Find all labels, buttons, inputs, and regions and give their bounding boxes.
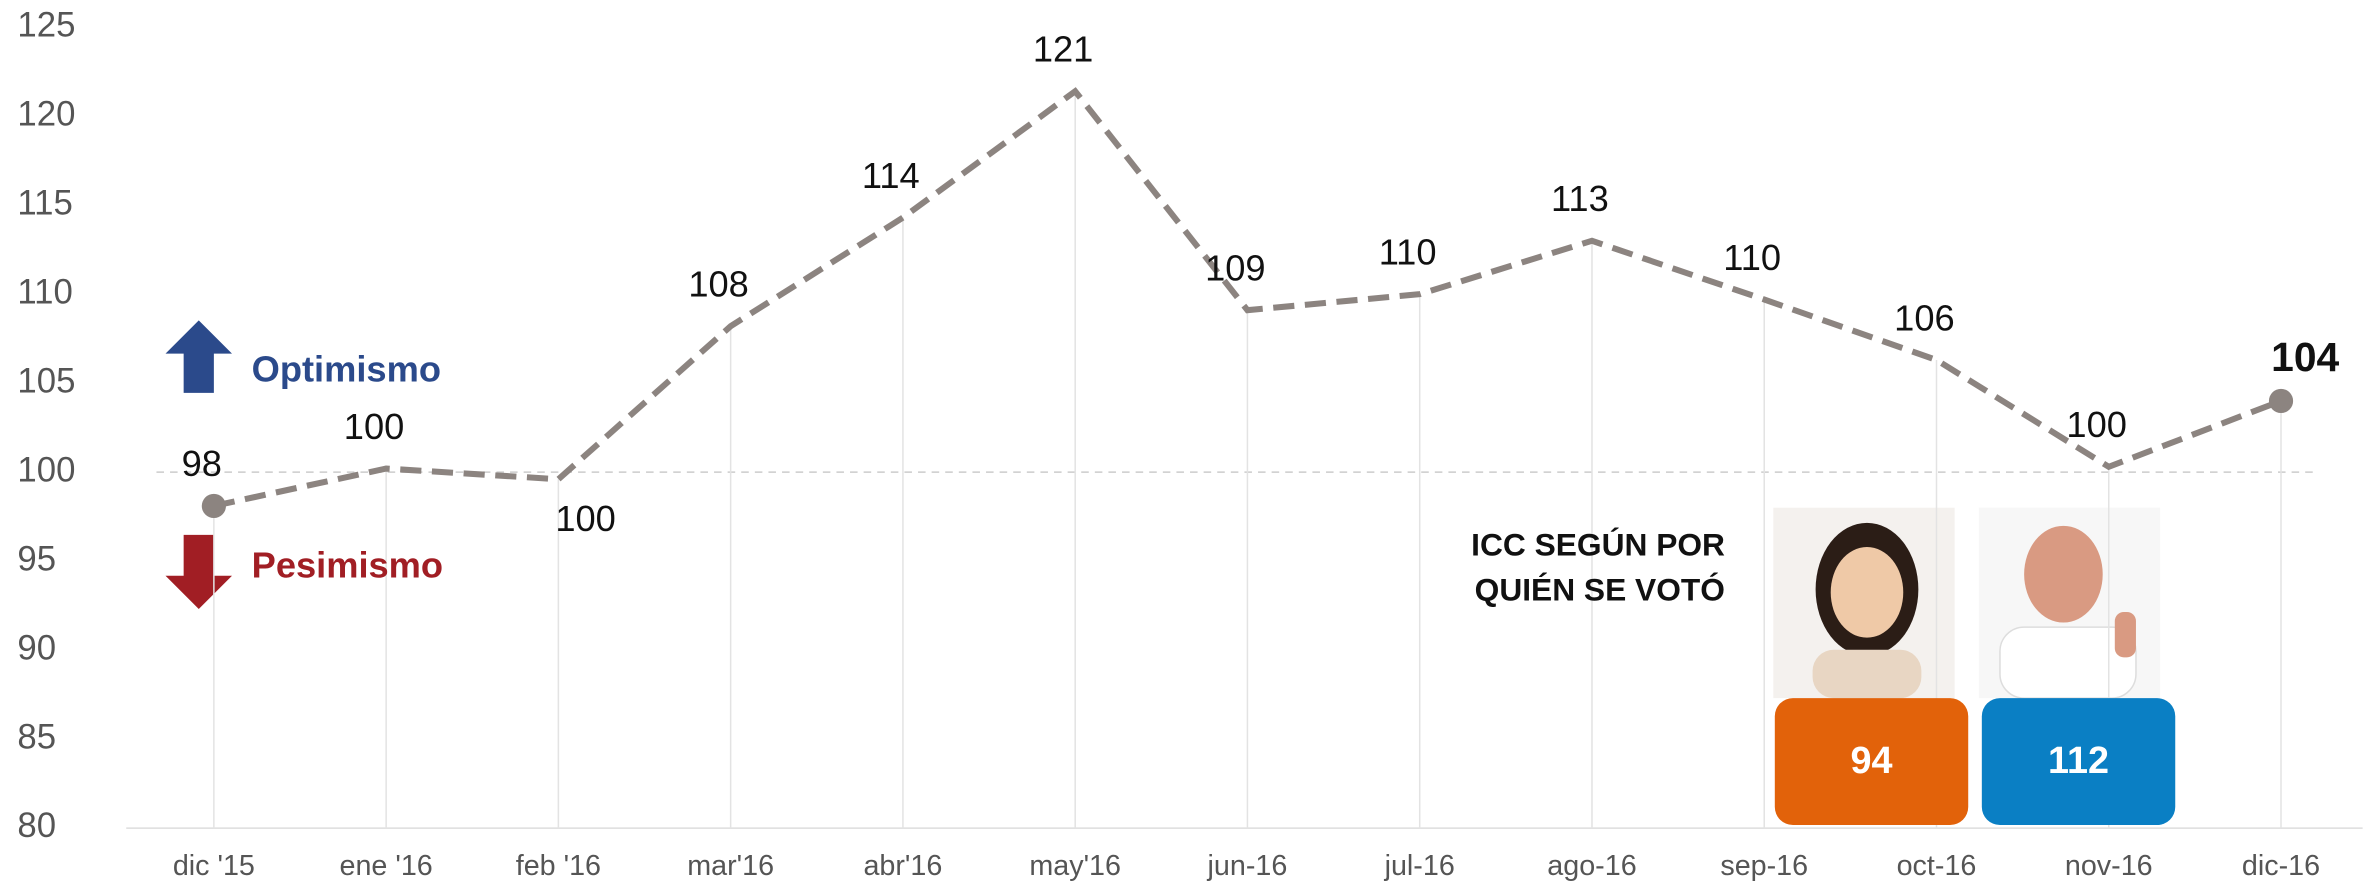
x-tick-label: jun-16	[1207, 850, 1288, 882]
x-tick-label: ene '16	[339, 850, 432, 882]
y-tick-label: 90	[17, 629, 56, 667]
face	[2024, 526, 2103, 623]
data-label: 100	[2066, 404, 2126, 445]
y-tick-label: 110	[17, 273, 72, 311]
inset-title: QUIÉN SE VOTÓ	[1475, 572, 1725, 608]
inset-value: 94	[1851, 740, 1893, 782]
y-tick-label: 105	[17, 362, 75, 400]
data-label: 113	[1551, 178, 1609, 219]
data-label: 98	[182, 443, 222, 484]
data-label: 108	[688, 263, 748, 304]
data-label: 110	[1379, 231, 1437, 272]
chart: 80 85 90 95 100 105 110 115 120 125 dic '15 ene '16…	[0, 0, 2374, 887]
x-tick-label: oct-16	[1897, 850, 1977, 882]
data-label: 110	[1723, 237, 1781, 278]
up-arrow	[166, 320, 232, 393]
y-tick-label: 80	[17, 807, 56, 845]
x-tick-label: may'16	[1029, 850, 1121, 882]
inset-title: ICC SEGÚN POR	[1471, 526, 1725, 562]
face	[1831, 547, 1904, 638]
point	[2269, 389, 2293, 413]
thumb	[2115, 612, 2136, 657]
y-tick-label: 100	[17, 451, 75, 489]
y-tick-label: 115	[17, 184, 72, 222]
y-tick-label: 120	[17, 95, 75, 133]
data-label: 104	[2271, 334, 2339, 380]
point	[202, 494, 226, 518]
data-label: 100	[344, 406, 404, 447]
x-tick-label: ago-16	[1547, 850, 1636, 882]
annotation: Pesimismo	[252, 545, 443, 586]
x-tick-label: dic-16	[2242, 850, 2320, 882]
data-label: 100	[555, 498, 615, 539]
x-tick-label: abr'16	[863, 850, 942, 882]
y-tick-label: 95	[17, 540, 56, 578]
down-arrow	[166, 535, 232, 609]
data-label: 109	[1205, 247, 1265, 288]
x-tick-label: dic '15	[173, 850, 255, 882]
data-label: 106	[1894, 297, 1954, 338]
data-label: 114	[862, 155, 920, 196]
x-tick-label: jul-16	[1384, 850, 1455, 882]
x-tick-label: feb '16	[516, 850, 601, 882]
x-tick-label: nov-16	[2065, 850, 2153, 882]
shoulders	[1813, 650, 1922, 698]
y-tick-label: 125	[17, 6, 75, 44]
annotation: Optimismo	[252, 348, 441, 389]
x-tick-label: mar'16	[687, 850, 774, 882]
data-label: 121	[1033, 29, 1093, 70]
y-tick-label: 85	[17, 718, 56, 756]
candidate-photos	[1773, 508, 2160, 698]
inset-value: 112	[2048, 740, 2109, 782]
x-tick-label: sep-16	[1720, 850, 1808, 882]
